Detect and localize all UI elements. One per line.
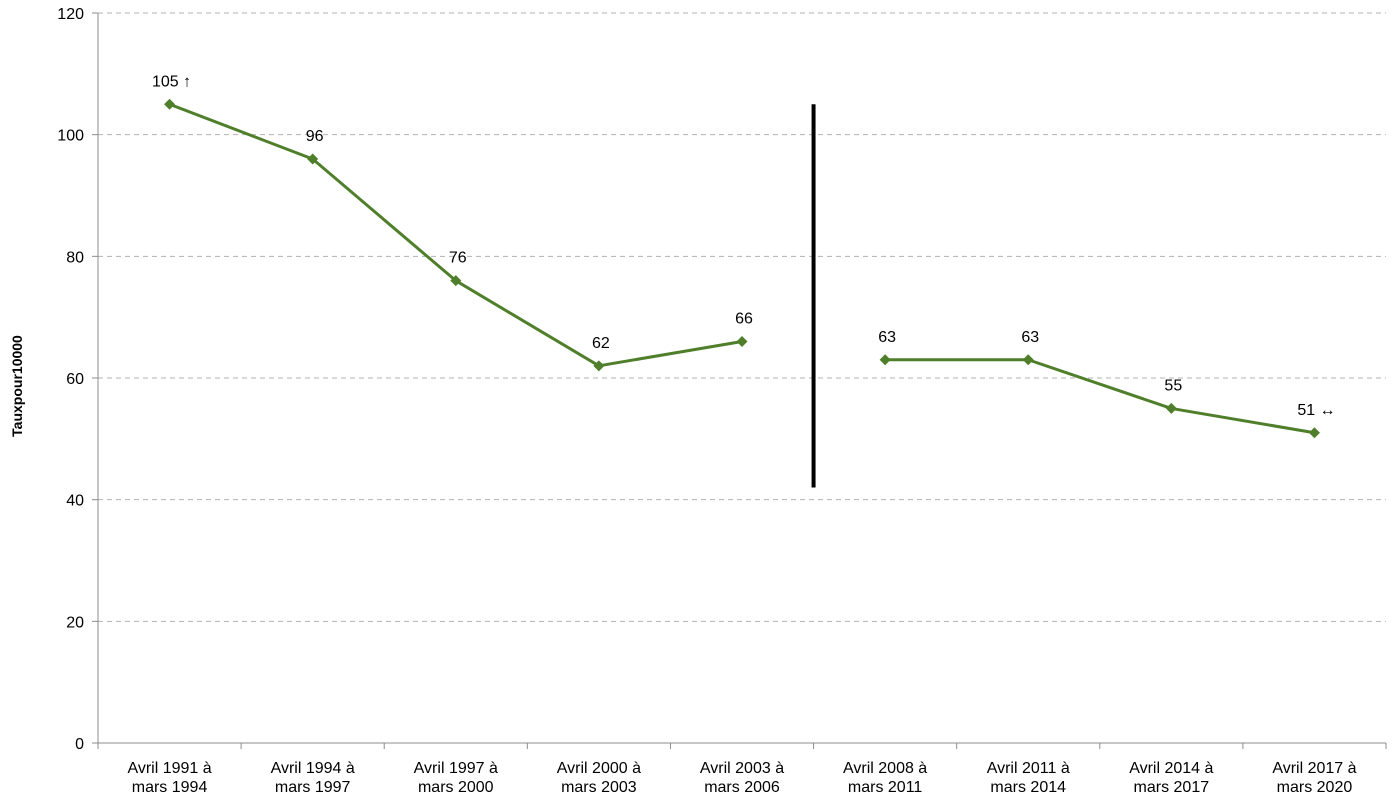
y-tick-label: 20 <box>66 614 84 631</box>
y-tick-label: 120 <box>57 6 84 23</box>
data-label: 66 <box>735 311 753 328</box>
gridlines <box>98 12 1386 622</box>
axes <box>92 12 1387 749</box>
data-point <box>450 275 462 287</box>
data-labels: 105 ↑ 96 76 62 66 63 63 55 51 ↔ <box>152 73 1336 419</box>
data-label: 63 <box>878 329 896 346</box>
y-tick-labels: 0 20 40 60 80 100 120 <box>57 6 84 753</box>
x-tick-label: Avril 2017 à mars 2020 <box>1272 760 1356 796</box>
series-line <box>169 102 743 368</box>
data-point <box>736 336 748 347</box>
series-lines <box>169 102 1315 435</box>
x-tick-labels: Avril 1991 à mars 1994 Avril 1994 à mars 19… <box>127 760 1356 796</box>
data-label: 63 <box>1021 329 1039 346</box>
series-line <box>885 358 1315 435</box>
data-label: 96 <box>306 128 324 145</box>
data-label: 105 ↑ <box>152 73 191 90</box>
data-point <box>164 98 176 110</box>
data-point <box>879 354 891 366</box>
x-tick-label: Avril 1991 à mars 1994 <box>127 760 211 796</box>
x-tick-label: Avril 2000 à mars 2003 <box>557 760 641 796</box>
data-point <box>1308 427 1320 439</box>
x-tick-label: Avril 1994 à mars 1997 <box>271 760 355 796</box>
x-tick-label: Avril 2003 à mars 2006 <box>700 760 784 796</box>
data-points <box>164 98 1320 439</box>
data-point <box>307 153 319 165</box>
y-axis-title: Tauxpour10000 <box>9 335 25 437</box>
y-tick-label: 40 <box>66 493 84 510</box>
data-point <box>1022 354 1034 366</box>
data-point <box>1165 402 1177 414</box>
y-tick-label: 0 <box>75 736 84 753</box>
data-point <box>593 360 605 372</box>
data-label: 55 <box>1164 377 1182 394</box>
data-label: 62 <box>592 335 610 352</box>
y-tick-label: 60 <box>66 371 84 388</box>
x-tick-label: Avril 2011 à mars 2014 <box>987 760 1070 796</box>
data-label: 76 <box>449 250 467 267</box>
data-label: 51 ↔ <box>1297 402 1335 419</box>
x-tick-label: Avril 1997 à mars 2000 <box>414 760 498 796</box>
y-tick-label: 100 <box>57 128 84 145</box>
y-tick-label: 80 <box>66 249 84 266</box>
x-tick-label: Avril 2014 à mars 2017 <box>1129 760 1213 796</box>
x-tick-label: Avril 2008 à mars 2011 <box>843 760 927 796</box>
